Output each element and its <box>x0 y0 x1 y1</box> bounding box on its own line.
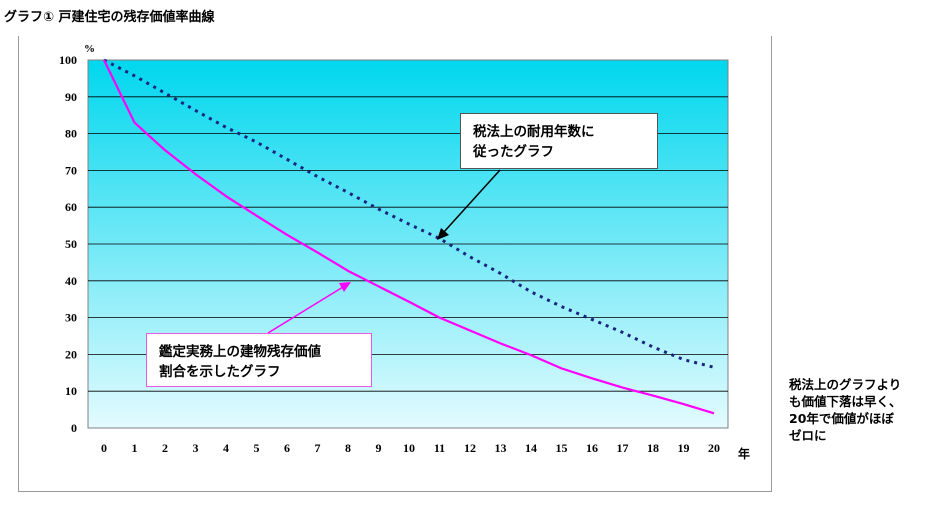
x-tick-label: 12 <box>464 441 476 455</box>
callout-line: 税法上の耐用年数に <box>473 124 595 140</box>
x-tick-label: 5 <box>254 441 260 455</box>
y-tick-label: 50 <box>65 237 77 251</box>
appraisal-series-callout: 鑑定実務上の建物残存価値 割合を示したグラフ <box>146 333 372 387</box>
tax-series-callout: 税法上の耐用年数に 従ったグラフ <box>460 113 658 169</box>
x-tick-label: 4 <box>223 441 229 455</box>
x-tick-label: 2 <box>162 441 168 455</box>
x-tick-label: 3 <box>193 441 199 455</box>
x-tick-label: 15 <box>556 441 568 455</box>
x-tick-label: 1 <box>132 441 138 455</box>
x-tick-label: 10 <box>403 441 415 455</box>
side-note: 税法上のグラフより も価値下落は早く、 20年で価値がほぼ ゼロに <box>789 376 928 444</box>
y-tick-label: 60 <box>65 200 77 214</box>
y-tick-label: 0 <box>71 421 77 435</box>
x-axis-ticks: 0 1 2 3 4 5 6 7 8 9 10 11 12 13 14 15 16 17 18 19 20 <box>101 441 720 455</box>
x-axis-label: 年 <box>738 446 750 461</box>
y-tick-label: 90 <box>65 90 77 104</box>
appraisal-callout-arrow <box>267 282 351 334</box>
x-tick-label: 0 <box>101 441 107 455</box>
side-note-line: 20年で価値がほぼ <box>789 411 894 426</box>
appraisal-series-line <box>103 59 715 415</box>
x-tick-label: 17 <box>617 441 629 455</box>
y-tick-label: 30 <box>65 311 77 325</box>
side-note-line: ゼロに <box>789 428 827 443</box>
y-tick-label: 40 <box>65 274 77 288</box>
callout-line: 従ったグラフ <box>473 144 554 160</box>
side-note-line: も価値下落は早く、 <box>789 394 902 409</box>
tax-callout-arrow <box>437 169 501 240</box>
gridlines <box>88 96 728 392</box>
y-tick-label: 70 <box>65 163 77 177</box>
y-tick-label: 100 <box>59 53 77 67</box>
chart-title: グラフ① 戸建住宅の残存価値率曲線 <box>4 10 215 25</box>
x-tick-label: 14 <box>525 441 537 455</box>
x-tick-label: 20 <box>708 441 720 455</box>
x-tick-label: 6 <box>284 441 290 455</box>
y-tick-label: 80 <box>65 127 77 141</box>
y-tick-label: 20 <box>65 347 77 361</box>
x-tick-label: 19 <box>678 441 690 455</box>
chart-frame <box>18 36 772 492</box>
callout-line: 鑑定実務上の建物残存価値 <box>159 344 321 360</box>
x-tick-label: 18 <box>647 441 659 455</box>
x-tick-label: 9 <box>376 441 382 455</box>
y-axis-label: % <box>84 43 95 55</box>
x-tick-label: 7 <box>315 441 321 455</box>
x-tick-label: 11 <box>434 441 445 455</box>
x-tick-label: 8 <box>345 441 351 455</box>
y-tick-label: 10 <box>65 384 77 398</box>
side-note-line: 税法上のグラフより <box>789 377 902 392</box>
x-tick-label: 13 <box>495 441 507 455</box>
series-layer <box>103 58 715 415</box>
y-axis-ticks: 0 10 20 30 40 50 60 70 80 90 100 <box>59 53 77 435</box>
callout-line: 割合を示したグラフ <box>159 364 281 380</box>
x-tick-label: 16 <box>586 441 598 455</box>
tax-series-line <box>103 58 715 369</box>
